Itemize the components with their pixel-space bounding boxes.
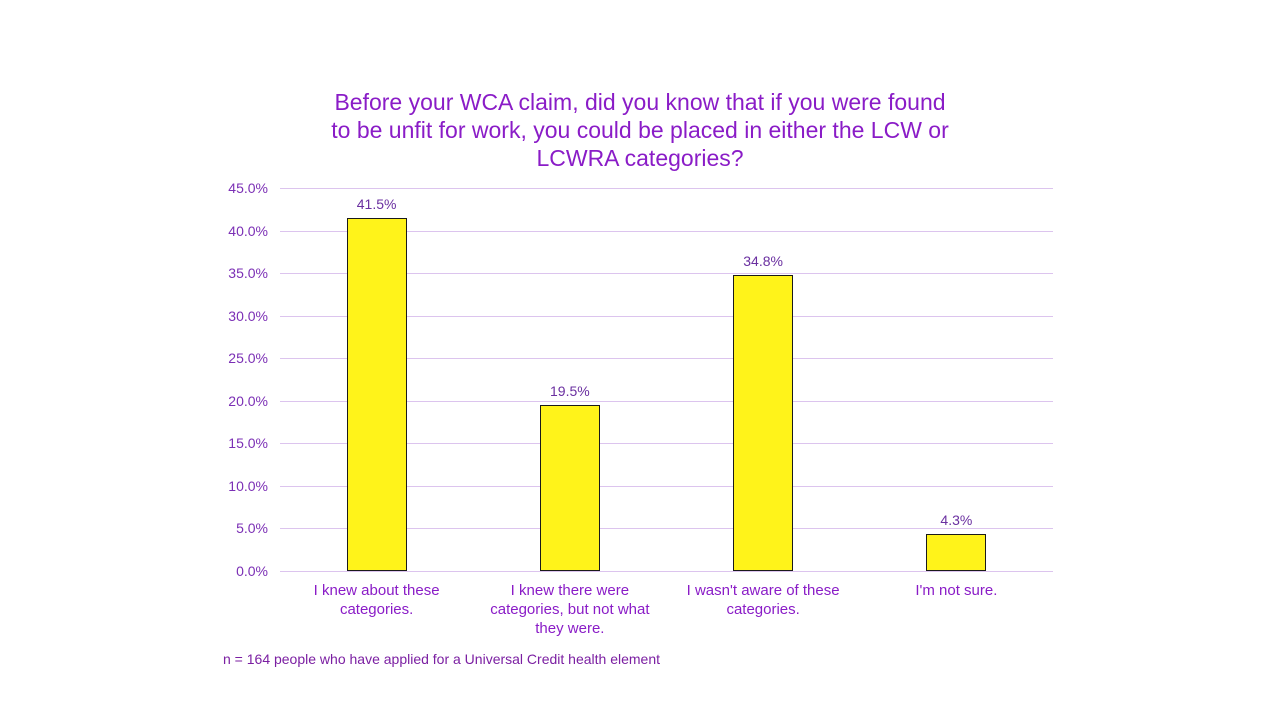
x-category-label: I knew about these categories. xyxy=(287,581,467,619)
gridline xyxy=(280,528,1053,530)
gridline xyxy=(280,358,1053,360)
y-tick-label: 30.0% xyxy=(228,307,268,324)
y-tick-label: 0.0% xyxy=(236,563,268,579)
y-tick-label: 5.0% xyxy=(236,520,268,537)
y-tick-label: 40.0% xyxy=(228,222,268,239)
x-category-label-line: categories, but not what xyxy=(490,601,650,618)
chart-title-line: Before your WCA claim, did you know that… xyxy=(334,89,946,115)
chart-title-line: to be unfit for work, you could be place… xyxy=(331,117,949,143)
x-category-label-line: I wasn't aware of these xyxy=(686,582,840,599)
gridline xyxy=(280,273,1053,275)
chart-title: Before your WCA claim, did you know that… xyxy=(290,88,990,172)
x-category-label-line: categories. xyxy=(726,601,800,618)
gridline xyxy=(280,485,1053,487)
x-category-label-line: they were. xyxy=(535,620,605,637)
gridline xyxy=(280,315,1053,317)
bar-value-label: 19.5% xyxy=(550,383,590,400)
plot-area: 41.5% 19.5% 34.8% 4.3% xyxy=(280,188,1053,572)
y-tick-label: 45.0% xyxy=(228,180,268,196)
bar xyxy=(733,274,794,571)
y-tick-label: 25.0% xyxy=(228,350,268,367)
bar xyxy=(926,534,987,571)
gridline xyxy=(280,230,1053,232)
y-tick-label: 10.0% xyxy=(228,477,268,494)
x-category-label: I wasn't aware of these categories. xyxy=(673,581,853,619)
bar-value-label: 4.3% xyxy=(940,512,973,529)
bar-value-label: 34.8% xyxy=(743,252,783,269)
bar xyxy=(539,405,600,571)
bar-value-label: 41.5% xyxy=(356,195,397,212)
gridline xyxy=(280,443,1053,445)
x-category-label-line: I knew about these xyxy=(313,582,440,599)
bar xyxy=(346,217,407,571)
y-tick-label: 15.0% xyxy=(228,435,268,452)
x-category-label: I knew there were categories, but not wha… xyxy=(480,581,660,638)
y-tick-label: 20.0% xyxy=(228,392,268,409)
y-tick-label: 35.0% xyxy=(228,265,268,282)
x-category-label-line: I'm not sure. xyxy=(915,582,998,599)
gridline xyxy=(280,400,1053,402)
sample-size-footnote: n = 164 people who have applied for a Un… xyxy=(223,651,661,667)
chart-title-line: LCWRA categories? xyxy=(536,145,744,171)
x-category-label: I'm not sure. xyxy=(866,581,1046,600)
gridline xyxy=(280,571,1053,572)
x-category-label-line: categories. xyxy=(339,601,414,618)
x-category-label-line: I knew there were xyxy=(510,582,630,599)
gridline xyxy=(280,188,1053,189)
